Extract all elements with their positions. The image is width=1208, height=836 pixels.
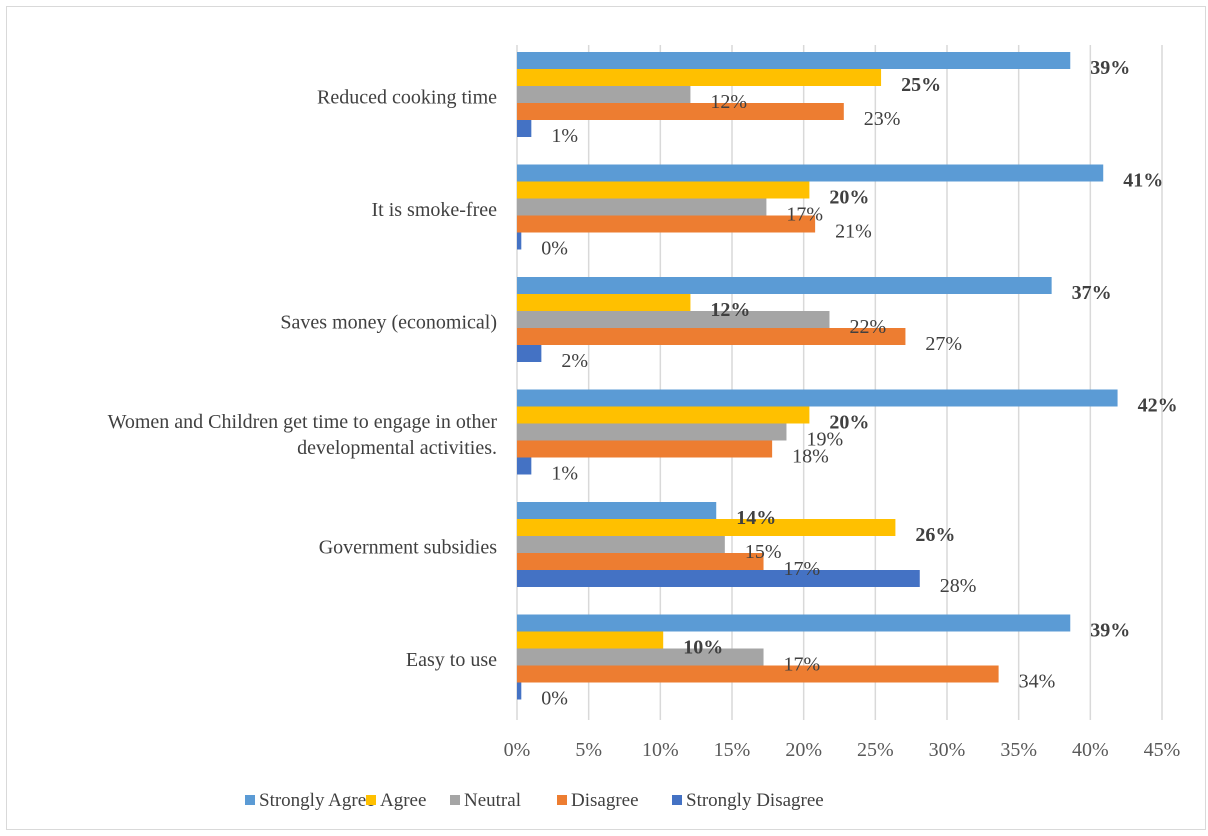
data-label: 0% [541, 238, 568, 260]
data-label: 0% [541, 688, 568, 710]
bar-strongly-disagree [517, 120, 532, 137]
legend-label: Disagree [571, 790, 639, 811]
category-label: Government subsidies [319, 536, 498, 558]
bar-disagree [517, 215, 816, 233]
data-label: 23% [864, 108, 901, 130]
x-tick-label: 25% [857, 739, 894, 761]
bar-agree [517, 181, 810, 199]
category-label: Reduced cooking time [317, 86, 497, 108]
data-label: 18% [792, 446, 829, 468]
data-label: 39% [1090, 57, 1130, 79]
data-label: 28% [940, 575, 977, 597]
bar-agree [517, 631, 664, 649]
data-label: 25% [901, 74, 941, 96]
data-label: 22% [849, 316, 886, 338]
bar-disagree [517, 103, 844, 120]
bar-strongly-agree [517, 52, 1071, 69]
data-label: 17% [786, 204, 823, 226]
bar-neutral [517, 198, 767, 216]
legend: Strongly Agree Agree Neutral Disagree Strong… [245, 790, 824, 811]
bar-agree [517, 519, 896, 536]
data-label: 27% [925, 333, 962, 355]
x-tick-label: 40% [1072, 739, 1109, 761]
category-labels: Reduced cooking time It is smoke-free Save… [108, 86, 498, 671]
bar-strongly-disagree [517, 457, 532, 475]
data-label: 10% [683, 637, 723, 659]
data-label: 34% [1019, 671, 1056, 693]
bar-neutral [517, 86, 691, 103]
data-label: 17% [784, 558, 821, 580]
data-label: 1% [551, 125, 578, 147]
x-tick-label: 35% [1000, 739, 1037, 761]
legend-label: Strongly Agree [259, 790, 375, 811]
x-tick-label: 5% [575, 739, 602, 761]
bar-strongly-agree [517, 277, 1052, 294]
bar-disagree [517, 553, 764, 570]
x-tick-label: 15% [714, 739, 751, 761]
bar-strongly-disagree [517, 570, 920, 587]
bar-strongly-disagree [517, 232, 522, 250]
data-label: 12% [710, 299, 750, 321]
bar-disagree [517, 440, 773, 458]
data-label: 19% [806, 429, 843, 451]
category-label: It is smoke-free [371, 199, 497, 221]
category-label: Easy to use [406, 649, 497, 671]
bar-strongly-disagree [517, 345, 542, 362]
data-label: 1% [551, 463, 578, 485]
category-label: Saves money (economical) [280, 311, 497, 333]
bar-agree [517, 69, 882, 86]
x-tick-label: 20% [785, 739, 822, 761]
data-label: 41% [1123, 170, 1163, 192]
bar-agree [517, 294, 691, 311]
legend-label: Strongly Disagree [686, 790, 824, 811]
legend-swatch [672, 795, 682, 805]
data-label: 17% [784, 654, 821, 676]
data-label: 14% [736, 507, 776, 529]
data-label: 20% [829, 412, 869, 434]
legend-swatch [450, 795, 460, 805]
bar-strongly-agree [517, 164, 1104, 182]
bar-neutral [517, 311, 830, 328]
legend-swatch [245, 795, 255, 805]
data-label: 37% [1072, 282, 1112, 304]
x-axis-ticks: 0% 5% 10% 15% 20% 25% 30% 35% 40% 45% [504, 739, 1181, 761]
bar-strongly-agree [517, 502, 717, 519]
x-tick-label: 30% [929, 739, 966, 761]
data-label: 21% [835, 221, 872, 243]
bar-disagree [517, 328, 906, 345]
legend-label: Agree [380, 790, 426, 811]
bar-neutral [517, 536, 725, 553]
bar-disagree [517, 665, 999, 683]
legend-swatch [366, 795, 376, 805]
bar-agree [517, 406, 810, 424]
gridlines [516, 45, 1163, 720]
bar-strongly-agree [517, 389, 1118, 407]
bars [517, 52, 1118, 700]
data-labels: 39% 25% 12% 23% 1% 41% 20% 17% 21% 0% 37% 12% 22% 27%… [541, 57, 1177, 710]
data-label: 2% [561, 350, 588, 372]
bar-strongly-disagree [517, 682, 522, 700]
data-label: 39% [1090, 620, 1130, 642]
x-tick-label: 10% [642, 739, 679, 761]
x-tick-label: 45% [1144, 739, 1181, 761]
category-label: Women and Children get time to engage in… [108, 411, 498, 433]
legend-label: Neutral [464, 790, 521, 811]
data-label: 20% [829, 187, 869, 209]
data-label: 26% [915, 524, 955, 546]
bar-strongly-agree [517, 614, 1071, 632]
bar-neutral [517, 423, 787, 441]
x-tick-label: 0% [504, 739, 531, 761]
data-label: 12% [710, 91, 747, 113]
data-label: 42% [1138, 395, 1178, 417]
category-label: developmental activities. [297, 437, 497, 459]
bar-neutral [517, 648, 764, 666]
data-label: 15% [745, 541, 782, 563]
legend-swatch [557, 795, 567, 805]
